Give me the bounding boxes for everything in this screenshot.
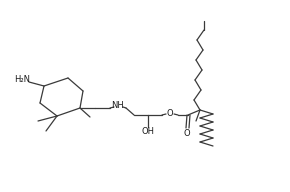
Text: H₂N: H₂N	[14, 75, 30, 84]
Text: OH: OH	[142, 127, 155, 137]
Text: O: O	[184, 128, 190, 137]
Text: O: O	[167, 108, 173, 118]
Text: NH: NH	[112, 102, 124, 111]
